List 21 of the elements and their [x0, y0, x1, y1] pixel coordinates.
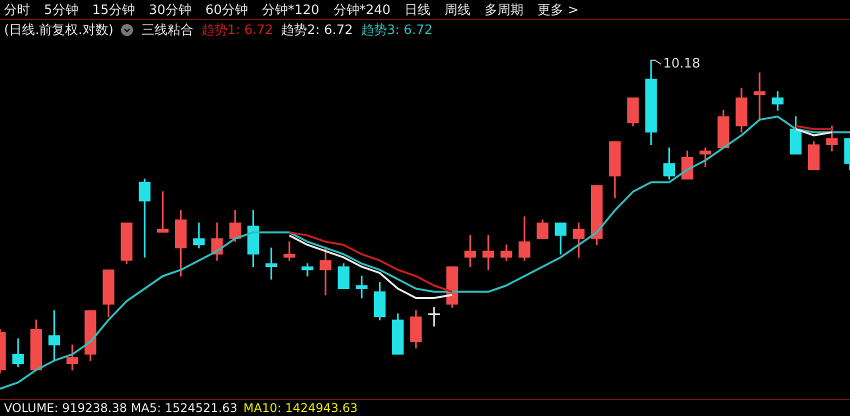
text: 趋势3: 6.72 [360, 22, 433, 39]
text: 60分钟 [205, 2, 248, 18]
text: 5分钟 [44, 2, 78, 18]
annotation: 10.18 [663, 56, 700, 72]
text: 分钟*120 [262, 2, 320, 18]
chart-subtitle: 三线粘合 [141, 22, 194, 39]
text: 日线 [404, 2, 431, 18]
text: 更多 > [538, 2, 579, 18]
text: MA10: 1424943.63 [243, 401, 358, 415]
text: 30分钟 [148, 2, 192, 18]
chart-title: (日线.前复权.对数) [4, 22, 114, 39]
text: 多周期 [484, 2, 524, 18]
text: 周线 [444, 2, 471, 18]
text: 15分钟 [92, 2, 135, 18]
text: 分时 [4, 2, 30, 18]
text: VOLUME: 919238.38 MA5: 1524521.63 [4, 401, 238, 415]
text: 趋势1: 6.72 [201, 22, 274, 39]
candlestick [356, 276, 368, 298]
candlestick [754, 72, 766, 120]
text: 趋势2: 6.72 [281, 22, 353, 39]
text: 分钟*240 [333, 2, 391, 18]
